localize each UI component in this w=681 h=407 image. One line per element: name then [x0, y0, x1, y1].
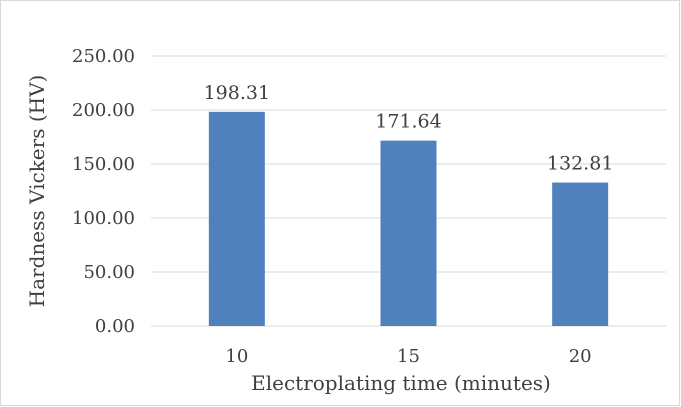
y-tick-label: 200.00 — [72, 100, 135, 121]
x-tick-label: 10 — [225, 346, 248, 367]
bar-15 — [380, 140, 437, 326]
x-tick-label: 15 — [397, 346, 420, 367]
x-axis-ticks: 10 15 20 — [225, 346, 591, 367]
data-label: 171.64 — [375, 111, 441, 133]
x-axis-title: Electroplating time (minutes) — [251, 371, 551, 395]
bars — [208, 111, 609, 327]
y-axis-ticks: 0.00 50.00 100.00 150.00 200.00 250.00 — [72, 46, 135, 337]
bar-20 — [552, 182, 609, 326]
y-tick-label: 100.00 — [72, 208, 135, 229]
y-tick-label: 50.00 — [83, 262, 135, 283]
y-axis-title: Hardness Vickers (HV) — [25, 75, 49, 308]
bar-10 — [208, 111, 265, 327]
x-tick-label: 20 — [569, 346, 592, 367]
data-labels: 198.31 171.64 132.81 — [204, 82, 614, 175]
y-tick-label: 250.00 — [72, 46, 135, 67]
y-tick-label: 150.00 — [72, 154, 135, 175]
data-label: 198.31 — [204, 82, 270, 104]
y-tick-label: 0.00 — [95, 316, 135, 337]
data-label: 132.81 — [547, 153, 613, 175]
